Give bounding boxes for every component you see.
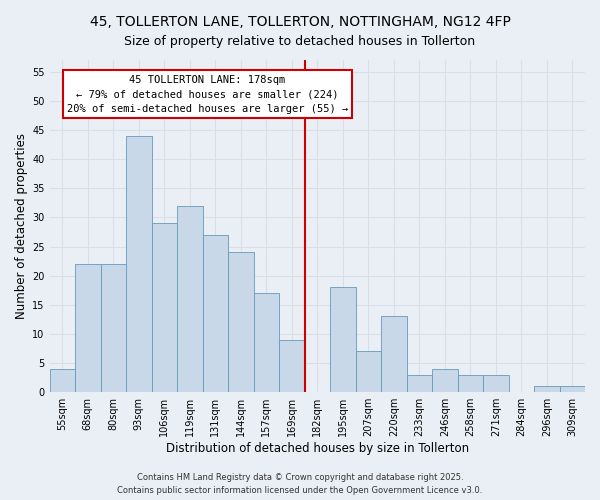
Bar [254,293,279,392]
Bar [381,316,407,392]
Bar [152,223,177,392]
Text: 45, TOLLERTON LANE, TOLLERTON, NOTTINGHAM, NG12 4FP: 45, TOLLERTON LANE, TOLLERTON, NOTTINGHA… [89,15,511,29]
Bar [560,386,585,392]
Text: Contains HM Land Registry data © Crown copyright and database right 2025.
Contai: Contains HM Land Registry data © Crown c… [118,474,482,495]
Bar [330,288,356,392]
Bar [203,235,228,392]
Bar [228,252,254,392]
Bar [50,369,75,392]
Bar [483,374,509,392]
Bar [177,206,203,392]
Bar [279,340,305,392]
Bar [101,264,126,392]
X-axis label: Distribution of detached houses by size in Tollerton: Distribution of detached houses by size … [166,442,469,455]
Y-axis label: Number of detached properties: Number of detached properties [15,133,28,319]
Bar [126,136,152,392]
Bar [407,374,432,392]
Text: 45 TOLLERTON LANE: 178sqm
← 79% of detached houses are smaller (224)
20% of semi: 45 TOLLERTON LANE: 178sqm ← 79% of detac… [67,74,348,114]
Bar [75,264,101,392]
Bar [432,369,458,392]
Bar [534,386,560,392]
Bar [356,352,381,392]
Text: Size of property relative to detached houses in Tollerton: Size of property relative to detached ho… [124,35,476,48]
Bar [458,374,483,392]
